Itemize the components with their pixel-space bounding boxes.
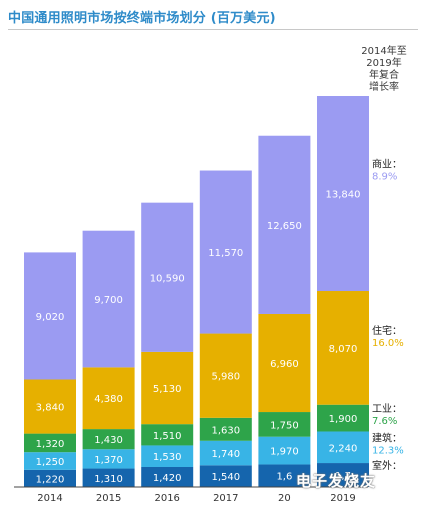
data-label: 1,740 [211, 449, 240, 460]
data-label: 1,250 [36, 457, 65, 468]
data-label: 4,380 [94, 394, 123, 405]
legend-cagr: 16.0% [372, 338, 404, 349]
bar-segment [82, 230, 135, 368]
x-tick-label: 2015 [96, 493, 121, 504]
legend-cagr: 8.9% [372, 172, 397, 183]
bar-segment [141, 466, 194, 487]
bar-segment [199, 465, 252, 487]
data-label: 1,430 [94, 435, 123, 446]
data-label: 3,840 [36, 403, 65, 414]
x-tick-label: 2017 [213, 493, 238, 504]
bar-segment [24, 452, 76, 470]
watermark-text: 电子发烧友 [296, 472, 377, 490]
title-divider [8, 29, 418, 30]
bar-segment [24, 252, 76, 380]
bar-segment [317, 404, 369, 432]
bar-segment [199, 170, 252, 334]
data-label: 1,540 [211, 472, 240, 483]
value-labels-layer: 1,220 1,250 1,320 3,840 9,020 1,310 1,370 1,430… [36, 190, 361, 486]
bar-segment [82, 449, 135, 469]
data-label: 1,530 [153, 452, 182, 463]
legend-cagr: 12.3% [372, 445, 404, 456]
bar-segment [24, 433, 76, 453]
bar-segment [141, 202, 194, 352]
bar-segment [258, 135, 311, 314]
bar-segment [199, 417, 252, 441]
bar-segment [258, 313, 311, 413]
bar-segment [258, 412, 311, 437]
data-label: 6,960 [270, 359, 299, 370]
data-label: 1,970 [270, 447, 299, 458]
bar-segment [82, 367, 135, 430]
bar-segment [317, 463, 369, 487]
data-label: 1,370 [94, 455, 123, 466]
bar-segment [258, 436, 311, 465]
legend-label: 商业： [372, 158, 402, 171]
legend-label: 住宅： [372, 324, 402, 337]
legend-label: 工业： [372, 403, 402, 415]
x-tick-label: 2014 [37, 493, 62, 504]
data-label: 9,020 [36, 312, 65, 323]
data-label: 1,7 [335, 471, 351, 482]
data-label: 1,6 [276, 472, 292, 483]
bar-segment [258, 464, 311, 487]
bars-layer [24, 96, 369, 487]
cagr-header: 2014年至 2019年 年复合 增长率 [361, 46, 407, 93]
data-label: 10,590 [150, 273, 185, 284]
data-label: 9,700 [94, 295, 123, 306]
bar-segment [317, 431, 369, 464]
bar-segment [141, 445, 194, 467]
bar-segment [24, 379, 76, 434]
data-label: 8,070 [329, 344, 358, 355]
bar-segment [199, 333, 252, 418]
data-label: 1,420 [153, 473, 182, 484]
data-label: 5,980 [211, 372, 240, 383]
chart-title: 中国通用照明市场按终端市场划分 (百万美元) [8, 11, 276, 26]
legend-label: 室外： [372, 459, 402, 472]
data-label: 1,510 [153, 431, 182, 442]
bar-segment [141, 424, 194, 446]
legend-layer: 室外： 建筑：12.3% 工业：7.6% 住宅：16.0% 商业：8.9% [372, 158, 404, 473]
data-label: 1,900 [329, 414, 358, 425]
bar-segment [24, 469, 76, 487]
data-label: 1,750 [270, 420, 299, 431]
data-label: 1,220 [36, 474, 65, 485]
data-label: 5,130 [153, 384, 182, 395]
legend-cagr: 7.6% [372, 416, 397, 427]
bar-segment [82, 429, 135, 450]
data-label: 13,840 [326, 190, 361, 201]
data-label: 11,570 [208, 248, 243, 259]
bar-segment [317, 291, 369, 405]
data-label: 2,240 [329, 443, 358, 454]
data-label: 1,320 [36, 439, 65, 450]
x-tick-label: 20 [278, 493, 291, 504]
bar-segment [82, 468, 135, 487]
bar-segment [141, 351, 194, 425]
x-tick-label: 2016 [154, 493, 179, 504]
x-tick-label: 2019 [330, 493, 355, 504]
data-label: 12,650 [267, 221, 302, 232]
bar-segment [317, 96, 369, 292]
bar-segment [199, 440, 252, 466]
x-tick-labels: 2014 2015 2016 2017 20 2019 [37, 493, 355, 504]
data-label: 1,630 [211, 425, 240, 436]
data-label: 1,310 [94, 474, 123, 485]
legend-label: 建筑： [372, 431, 402, 444]
